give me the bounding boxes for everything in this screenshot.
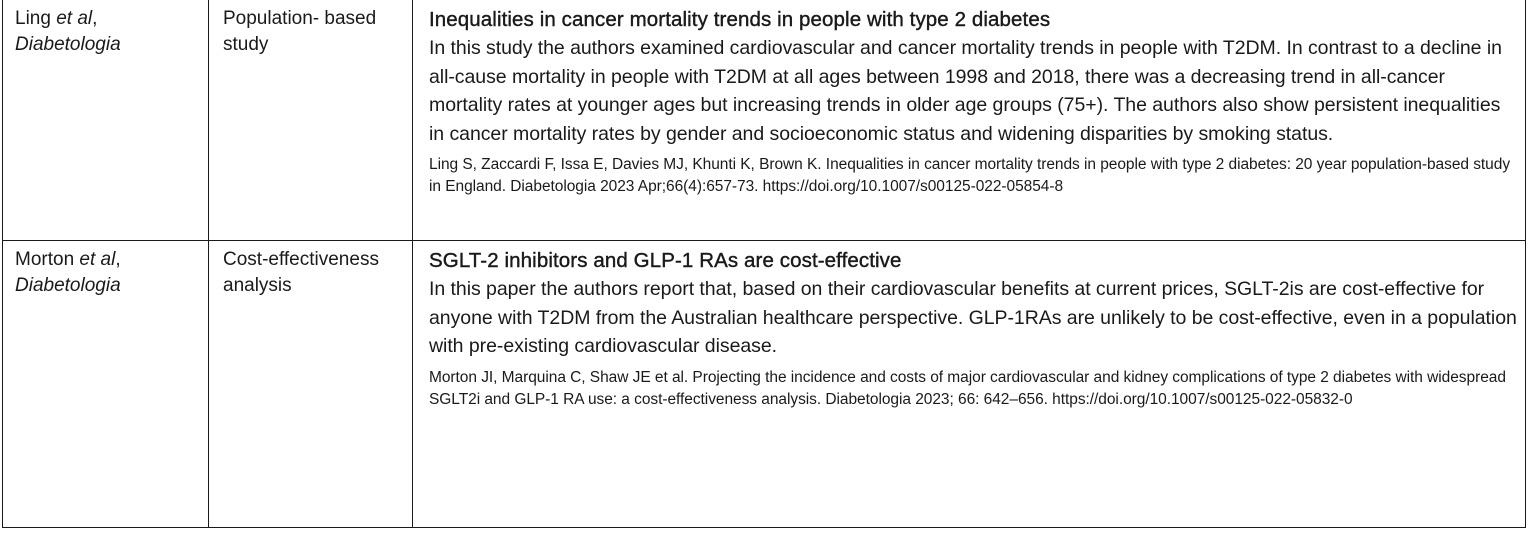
table-row: Ling et al, Diabetologia Population- bas… <box>2 0 1526 241</box>
study-reference: Ling S, Zaccardi F, Issa E, Davies MJ, K… <box>429 156 1511 195</box>
journal-name: Diabetologia <box>15 34 121 55</box>
study-title: Inequalities in cancer mortality trends … <box>429 8 1051 31</box>
journal-name: Diabetologia <box>15 275 121 296</box>
summary-cell: SGLT-2 inhibitors and GLP-1 RAs are cost… <box>412 240 1526 528</box>
author-etal: et al <box>56 8 93 29</box>
author-separator: , <box>92 8 98 29</box>
author-citation: Morton et al, Diabetologia <box>3 241 208 299</box>
study-type: Cost-effectiveness analysis <box>223 249 379 296</box>
author-etal: et al <box>79 249 116 270</box>
study-summary: In this study the authors examined cardi… <box>429 37 1502 145</box>
table-row: Morton et al, Diabetologia Cost-effectiv… <box>2 240 1526 528</box>
study-reference: Morton JI, Marquina C, Shaw JE et al. Pr… <box>429 368 1506 408</box>
summary-cell: Inequalities in cancer mortality trends … <box>412 0 1526 241</box>
author-name: Ling <box>15 8 51 29</box>
author-cell: Ling et al, Diabetologia <box>2 0 209 241</box>
author-separator: , <box>115 249 121 270</box>
study-summary: In this paper the authors report that, b… <box>429 278 1517 357</box>
author-cell: Morton et al, Diabetologia <box>2 240 209 528</box>
author-citation: Ling et al, Diabetologia <box>3 0 208 58</box>
author-name: Morton <box>15 249 75 270</box>
study-type-cell: Population- based study <box>208 0 413 241</box>
study-type: Population- based study <box>223 8 377 55</box>
study-title: SGLT-2 inhibitors and GLP-1 RAs are cost… <box>429 249 902 272</box>
study-type-cell: Cost-effectiveness analysis <box>208 240 413 528</box>
